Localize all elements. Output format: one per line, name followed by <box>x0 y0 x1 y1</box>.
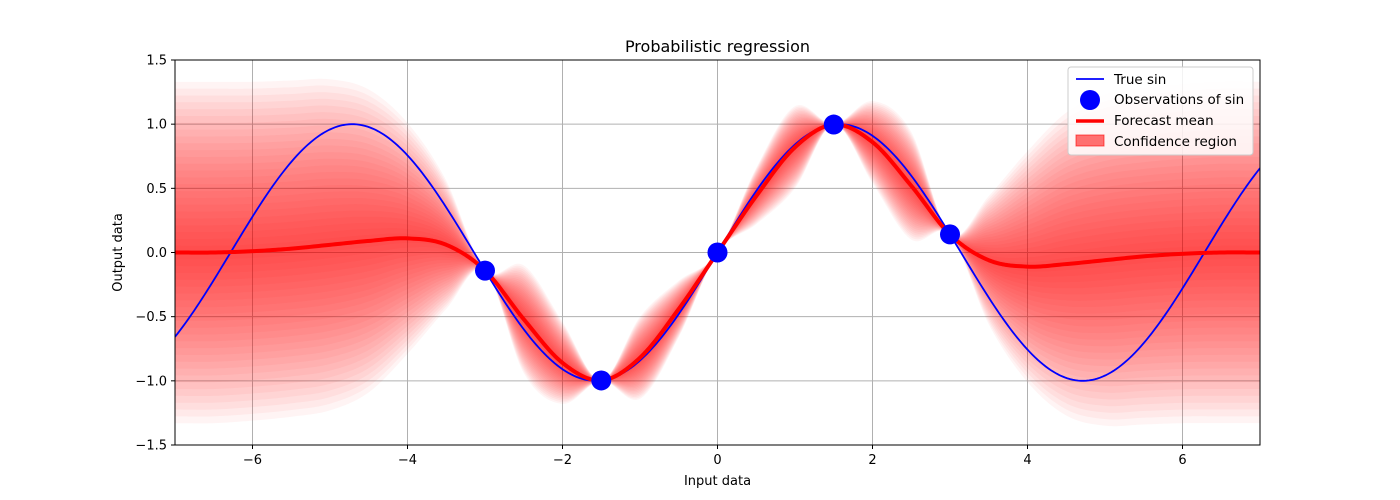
chart-title: Probabilistic regression <box>625 37 810 56</box>
y-tick-label-0: −1.5 <box>135 439 167 454</box>
x-tick-label-0: −6 <box>243 453 262 468</box>
y-tick-label-1: −1.0 <box>135 374 167 389</box>
x-tick-label-4: 2 <box>868 453 876 468</box>
x-tick-label-1: −4 <box>398 453 417 468</box>
confidence-band-16 <box>175 114 1260 391</box>
observation-point-2 <box>707 242 728 263</box>
x-tick-label-5: 4 <box>1023 453 1031 468</box>
legend-swatch-confidence-region <box>1075 134 1105 147</box>
y-tick-label-2: −0.5 <box>135 310 167 325</box>
x-tick-label-6: 6 <box>1178 453 1186 468</box>
y-tick-label-3: 0.0 <box>146 246 167 261</box>
confidence-region-area <box>175 78 1260 427</box>
confidence-band-10 <box>175 122 1260 383</box>
x-axis-label: Input data <box>684 474 751 489</box>
x-tick-label-3: 0 <box>713 453 721 468</box>
confidence-band-14 <box>175 117 1260 388</box>
observations-layer <box>475 114 960 391</box>
legend-label-forecast-mean: Forecast mean <box>1114 113 1214 129</box>
observation-point-3 <box>823 114 844 135</box>
confidence-band-4 <box>175 124 1260 381</box>
legend-swatch-observations <box>1080 90 1100 110</box>
legend-label-observations: Observations of sin <box>1114 92 1244 108</box>
y-axis-label: Output data <box>111 213 126 292</box>
y-tick-label-6: 1.5 <box>146 54 167 69</box>
confidence-band-7 <box>175 124 1260 381</box>
confidence-band-15 <box>175 116 1260 389</box>
observation-point-0 <box>475 260 495 281</box>
confidence-band-8 <box>175 123 1260 382</box>
legend-box <box>1067 66 1254 156</box>
confidence-band-9 <box>175 123 1260 382</box>
legend-label-confidence-region: Confidence region <box>1114 134 1237 150</box>
y-tick-label-5: 1.0 <box>146 118 167 133</box>
ticks-layer: −6 −4 −2 0 2 4 6 −1.5 −1.0 −0.5 0.0 0.5 1.0 1.5 <box>135 54 1186 469</box>
confidence-band-12 <box>175 120 1260 385</box>
confidence-band-5 <box>175 124 1260 381</box>
observation-point-1 <box>591 370 612 391</box>
confidence-band-3 <box>175 124 1260 381</box>
x-tick-label-2: −2 <box>553 453 572 468</box>
confidence-band-11 <box>175 121 1260 384</box>
observation-point-4 <box>940 224 960 245</box>
confidence-band-6 <box>175 124 1260 381</box>
legend-label-true-sin: True sin <box>1113 72 1166 88</box>
y-tick-label-4: 0.5 <box>146 182 167 197</box>
confidence-band-13 <box>175 118 1260 387</box>
legend: True sin Observations of sin Forecast me… <box>1067 66 1254 156</box>
